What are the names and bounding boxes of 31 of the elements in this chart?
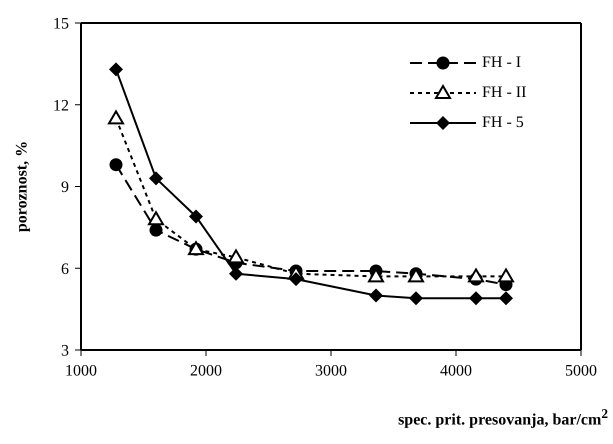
legend-label: FH - I xyxy=(482,54,522,72)
point xyxy=(109,62,123,76)
point xyxy=(289,272,303,286)
point xyxy=(498,268,514,282)
y-tick-label: 6 xyxy=(61,260,69,278)
x-axis-title: spec. prit. presovanja, bar/cm$^{2}$ xyxy=(398,406,608,430)
point xyxy=(369,288,383,302)
point xyxy=(150,224,162,237)
point xyxy=(409,291,423,306)
point xyxy=(229,266,243,281)
point xyxy=(228,249,244,264)
x-tick-label: 1000 xyxy=(65,362,97,380)
point xyxy=(110,158,122,172)
point xyxy=(468,268,484,282)
legend-label: FH - II xyxy=(482,84,526,102)
x-tick-label: 2000 xyxy=(190,362,222,380)
point xyxy=(499,291,513,306)
y-tick-label: 9 xyxy=(61,179,69,196)
point xyxy=(149,171,163,186)
y-tick-label: 12 xyxy=(53,97,69,114)
point xyxy=(469,291,483,306)
point xyxy=(189,209,203,224)
point xyxy=(108,110,124,124)
x-tick-label: 4000 xyxy=(440,362,472,380)
point xyxy=(148,211,164,226)
x-tick-label: 3000 xyxy=(315,362,347,380)
y-tick-label: 3 xyxy=(61,342,69,360)
y-axis-title: poroznost, % xyxy=(14,140,31,232)
y-tick-label: 15 xyxy=(53,16,69,33)
legend-label: FH - 5 xyxy=(482,114,524,132)
x-tick-label: 5000 xyxy=(565,362,597,380)
